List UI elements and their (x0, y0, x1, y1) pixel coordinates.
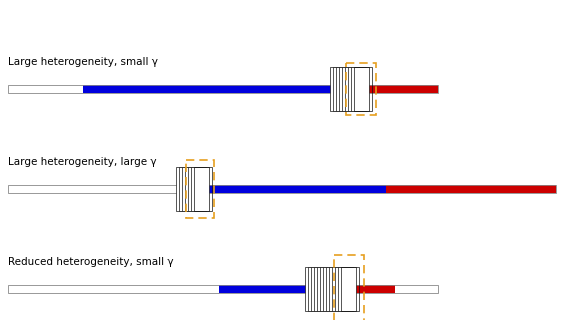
Bar (186, 160, 214, 218)
Bar (188, 167, 206, 211)
Bar (218, 285, 356, 293)
Bar (345, 67, 363, 111)
Bar (342, 67, 360, 111)
Bar (329, 267, 347, 311)
Bar (182, 167, 200, 211)
Bar (333, 255, 364, 320)
Bar (197, 185, 386, 193)
Bar (338, 267, 356, 311)
Bar (386, 185, 556, 193)
Bar (332, 267, 350, 311)
Bar (8, 285, 218, 293)
Bar (194, 167, 212, 211)
Bar (185, 167, 203, 211)
Bar (308, 267, 326, 311)
Text: Reduced heterogeneity, small γ: Reduced heterogeneity, small γ (8, 257, 173, 267)
Bar (191, 167, 209, 211)
Bar (314, 267, 332, 311)
Text: Large heterogeneity, large γ: Large heterogeneity, large γ (8, 157, 157, 167)
Bar (83, 85, 354, 93)
Bar (320, 267, 338, 311)
Bar (8, 85, 438, 93)
Bar (341, 267, 359, 311)
Bar (354, 67, 372, 111)
Bar (8, 185, 556, 193)
Bar (176, 167, 194, 211)
Bar (311, 267, 329, 311)
Bar (8, 185, 197, 193)
Text: Large heterogeneity, small γ: Large heterogeneity, small γ (8, 57, 158, 67)
Bar (333, 67, 351, 111)
Bar (346, 63, 377, 115)
Bar (351, 67, 369, 111)
Bar (326, 267, 344, 311)
Bar (336, 67, 354, 111)
Bar (348, 67, 366, 111)
Bar (179, 167, 197, 211)
Bar (330, 67, 348, 111)
Bar (356, 285, 395, 293)
Bar (317, 267, 335, 311)
Bar (323, 267, 341, 311)
Bar (8, 85, 83, 93)
Bar (8, 285, 438, 293)
Bar (335, 267, 353, 311)
Bar (305, 267, 323, 311)
Bar (354, 85, 438, 93)
Bar (339, 67, 357, 111)
